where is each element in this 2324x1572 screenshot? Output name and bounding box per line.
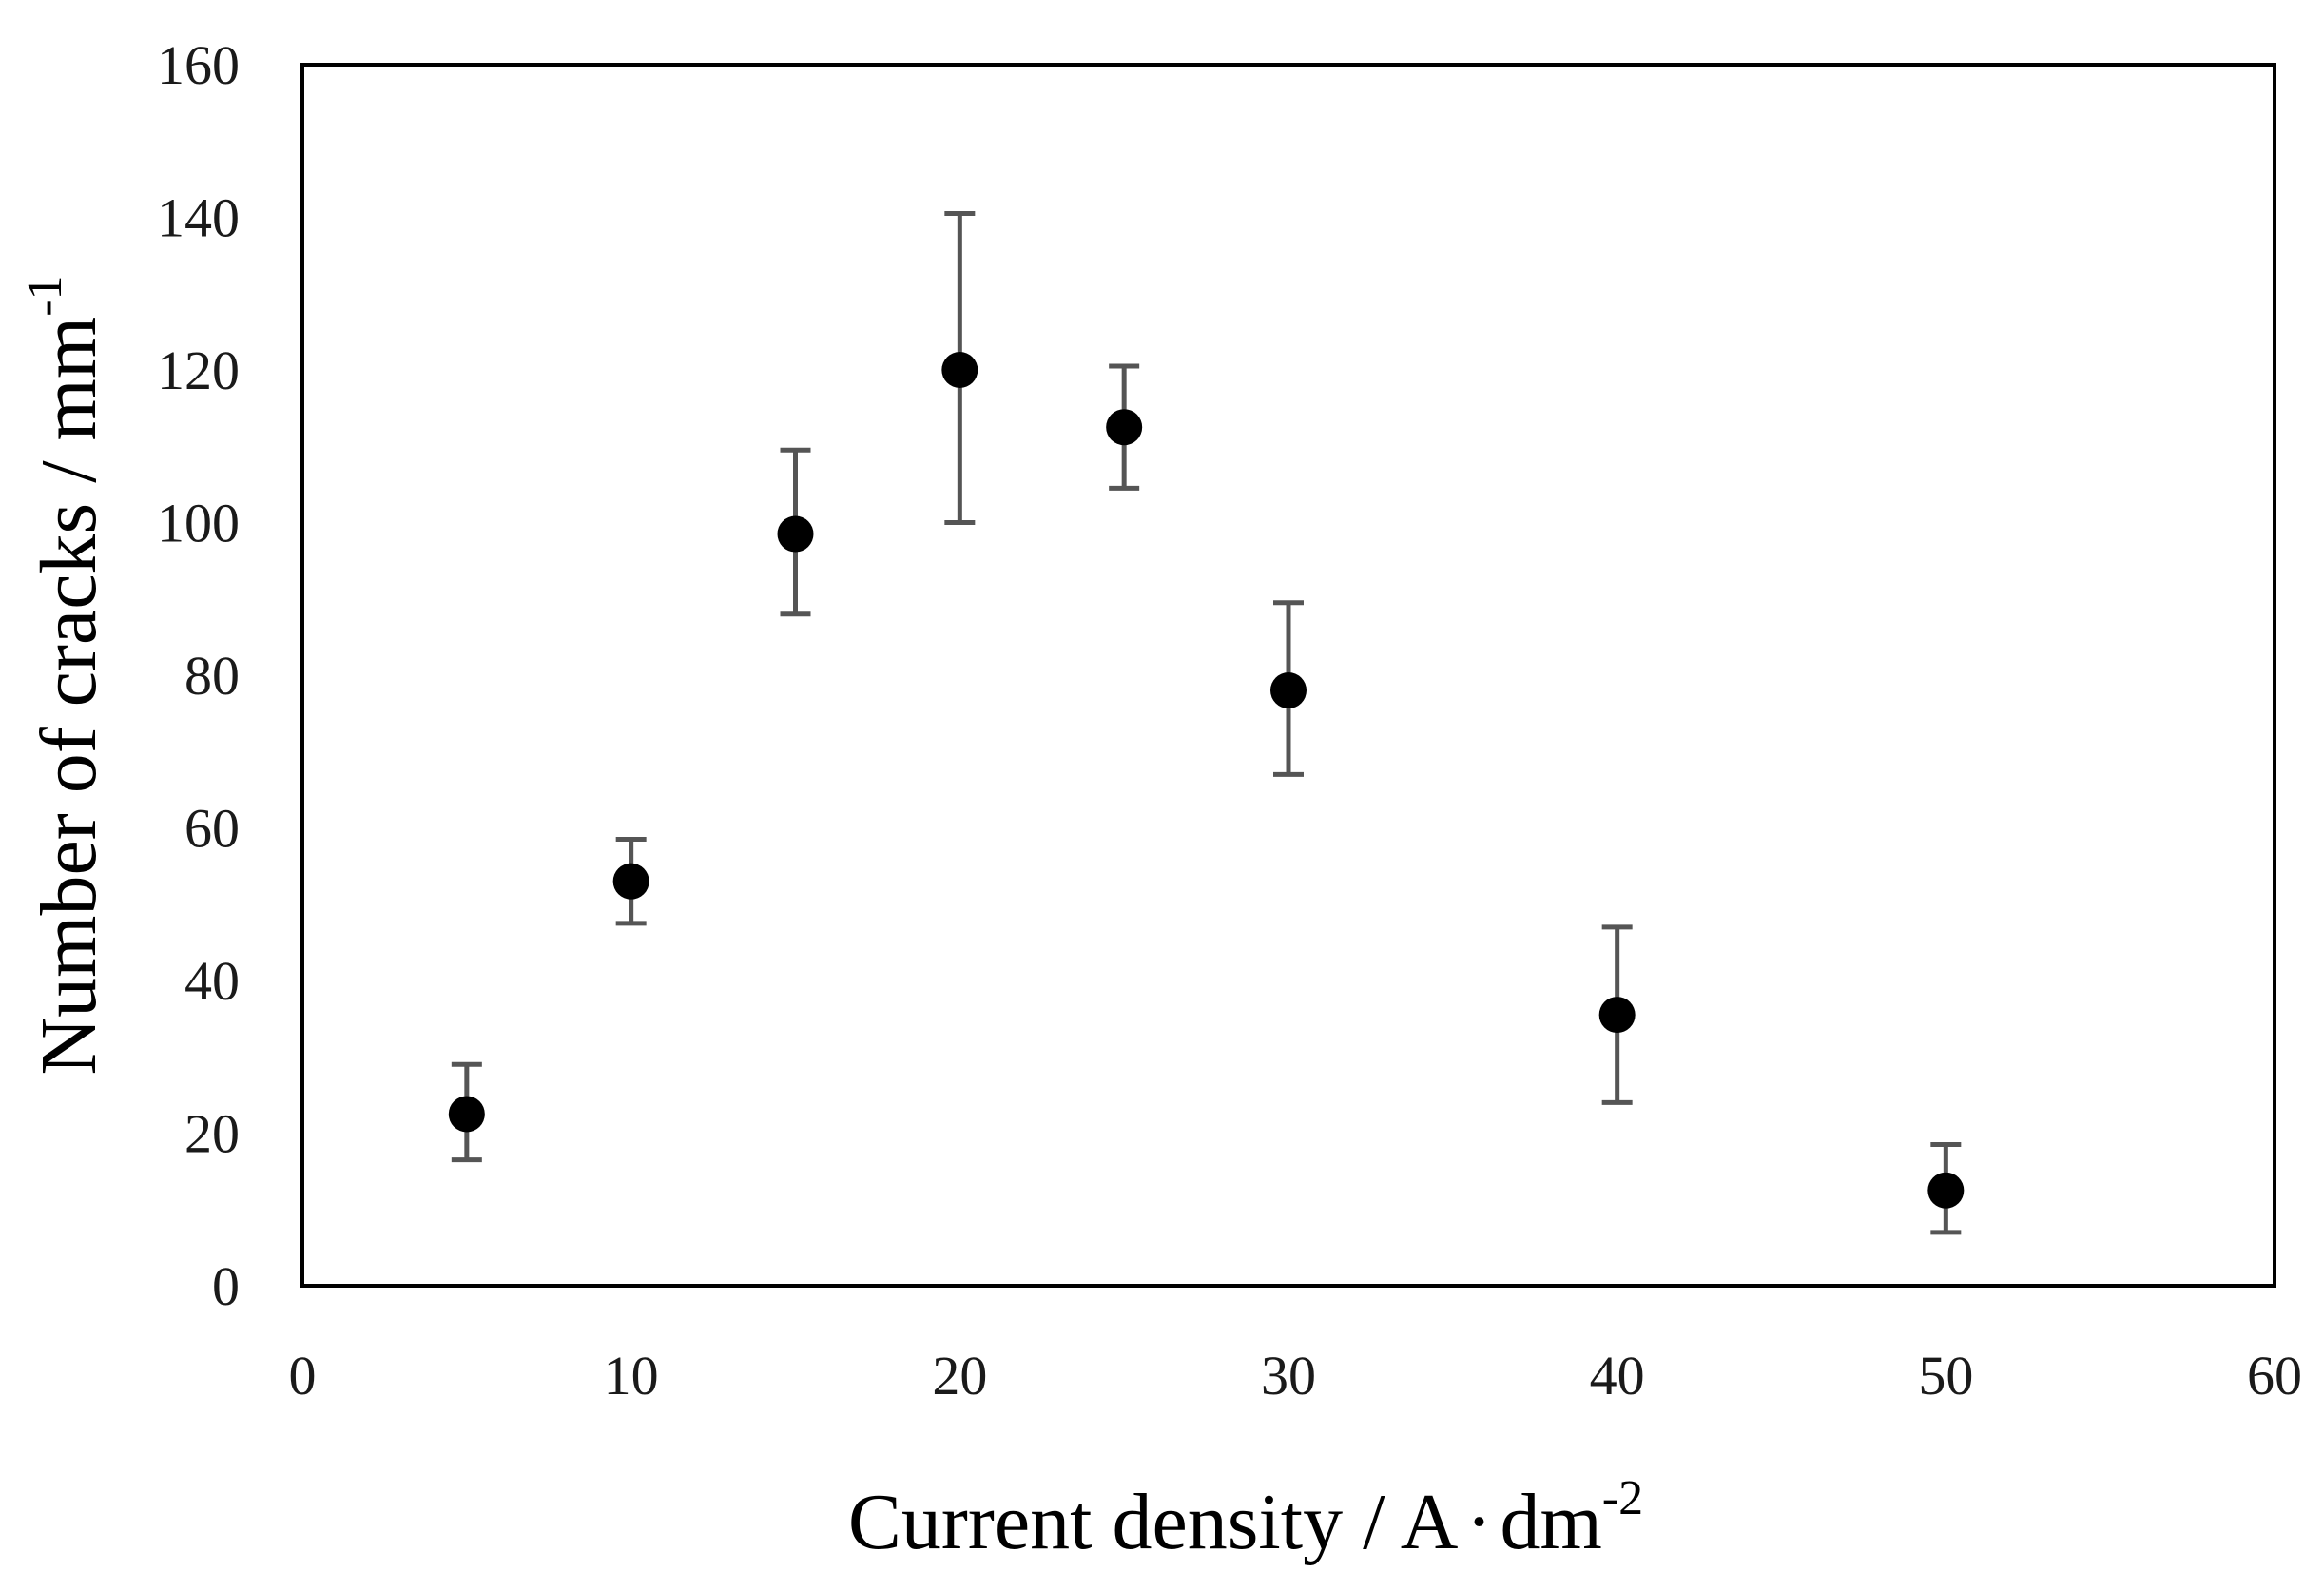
y-axis-title: Number of cracks / mm-1: [18, 275, 113, 1075]
x-tick-label: 10: [604, 1345, 659, 1407]
data-point: [777, 515, 814, 553]
y-tick-label: 120: [157, 340, 240, 401]
x-tick-label: 0: [289, 1345, 317, 1407]
y-tick-label: 0: [212, 1255, 240, 1317]
data-point: [941, 352, 978, 388]
x-tick-label: 40: [1590, 1345, 1645, 1407]
x-tick-label: 20: [932, 1345, 987, 1407]
x-tick-label: 50: [1918, 1345, 1973, 1407]
x-axis-title: Current density / A·dm-2: [848, 1471, 1643, 1566]
error-bars: [451, 210, 1962, 1235]
y-tick-label: 60: [184, 798, 240, 860]
data-point: [1598, 997, 1636, 1034]
y-tick-label: 140: [157, 187, 240, 249]
y-tick-label: 160: [157, 34, 240, 96]
y-tick-label: 80: [184, 645, 240, 707]
x-tick-label: 30: [1261, 1345, 1316, 1407]
data-point: [1106, 409, 1143, 446]
plot-area: [300, 63, 2276, 1288]
y-tick-label: 20: [184, 1103, 240, 1165]
y-tick-label: 100: [157, 493, 240, 554]
data-point: [612, 863, 649, 900]
data-point: [1270, 672, 1307, 709]
data-point: [1927, 1172, 1965, 1209]
y-tick-label: 40: [184, 950, 240, 1012]
y-tick-labels: 0 20 40 60 80 100 120 140 160: [157, 34, 240, 1317]
data-point: [448, 1096, 485, 1133]
x-tick-label: 60: [2247, 1345, 2302, 1407]
data-points: [448, 352, 1965, 1209]
x-tick-labels: 0 10 20 30 40 50 60: [289, 1345, 2303, 1407]
